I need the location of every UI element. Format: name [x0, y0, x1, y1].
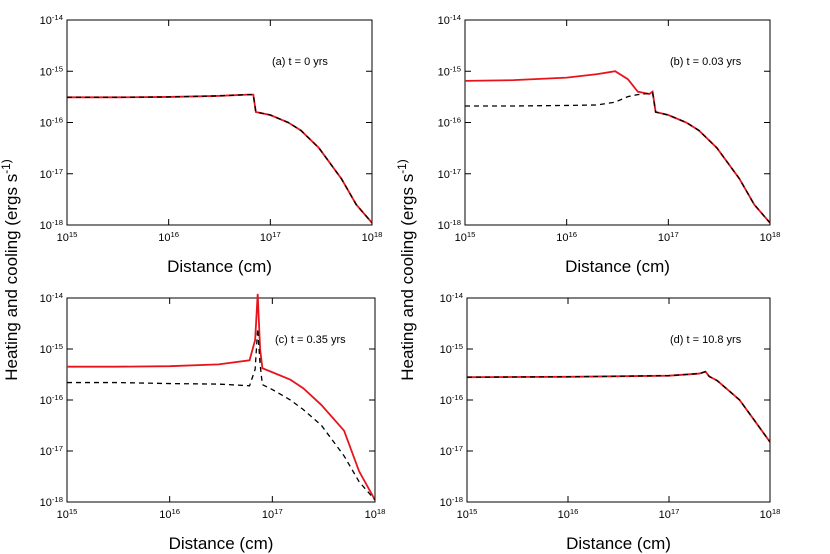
- y-tick-label: 10-15: [440, 342, 463, 357]
- x-tick-label: 1016: [556, 230, 577, 245]
- y-tick-label: 10-17: [40, 166, 63, 181]
- y-tick-label: 10-14: [438, 13, 462, 28]
- plot-frame: [66, 19, 373, 226]
- x-tick-label: 1015: [57, 230, 78, 245]
- data-line: [67, 328, 376, 501]
- data-line: [466, 370, 771, 443]
- data-line: [464, 70, 771, 224]
- y-tick-label: 10-16: [440, 393, 463, 408]
- y-tick-label: 10-17: [40, 444, 63, 459]
- y-tick-label: 10-18: [40, 495, 63, 510]
- y-tick-label: 10-17: [440, 444, 463, 459]
- x-tick-label: 1017: [658, 230, 679, 245]
- data-line: [466, 370, 771, 443]
- y-tick-label: 10-15: [438, 64, 461, 79]
- x-tick-label: 1016: [558, 507, 579, 522]
- x-tick-label: 1018: [362, 230, 383, 245]
- annotation: (d) t = 10.8 yrs: [670, 334, 742, 346]
- x-tick-label: 1018: [760, 230, 781, 245]
- data-line: [67, 293, 376, 501]
- y-tick-label: 10-14: [440, 291, 464, 306]
- plot-frame: [464, 19, 771, 226]
- annotation: (a) t = 0 yrs: [272, 56, 328, 68]
- y-tick-label: 10-16: [40, 393, 63, 408]
- plot-frame: [66, 297, 376, 503]
- y-tick-label: 10-17: [438, 166, 461, 181]
- y-tick-label: 10-15: [40, 64, 63, 79]
- y-axis-label: Heating and cooling (ergs s-1): [0, 159, 21, 381]
- y-tick-label: 10-16: [438, 115, 461, 130]
- x-tick-label: 1017: [262, 507, 283, 522]
- y-tick-label: 10-18: [40, 218, 63, 233]
- x-tick-label: 1018: [760, 507, 781, 522]
- x-tick-label: 1018: [365, 507, 386, 522]
- y-tick-label: 10-14: [40, 291, 64, 306]
- x-axis-label: Distance (cm): [566, 534, 671, 553]
- x-tick-label: 1017: [260, 230, 281, 245]
- panel: 1015 1016 1017 1018 10-18 10-17 10-16 10-15 10-1…: [440, 291, 781, 554]
- panel: 1015 1016 1017 1018 10-18 10-17 10-16 10-15 10-1…: [395, 13, 780, 381]
- x-tick-label: 1016: [159, 507, 180, 522]
- x-tick-label: 1015: [457, 507, 478, 522]
- y-tick-label: 10-15: [40, 342, 63, 357]
- plot-frame: [466, 297, 771, 503]
- y-tick-label: 10-18: [440, 495, 463, 510]
- annotation: (c) t = 0.35 yrs: [275, 334, 346, 346]
- x-axis-label: Distance (cm): [167, 257, 272, 276]
- y-tick-label: 10-18: [438, 218, 461, 233]
- x-axis-label: Distance (cm): [565, 257, 670, 276]
- y-tick-label: 10-14: [40, 13, 64, 28]
- panel: 1015 1016 1017 1018 10-18 10-17 10-16 10-15 10-1…: [0, 13, 382, 381]
- x-tick-label: 1017: [659, 507, 680, 522]
- data-line: [67, 93, 373, 224]
- y-tick-label: 10-16: [40, 115, 63, 130]
- data-line: [465, 92, 771, 224]
- x-tick-label: 1015: [57, 507, 78, 522]
- x-axis-label: Distance (cm): [169, 534, 274, 553]
- y-axis-label: Heating and cooling (ergs s-1): [395, 159, 417, 381]
- x-tick-label: 1016: [158, 230, 179, 245]
- x-tick-label: 1015: [455, 230, 476, 245]
- panel: 1015 1016 1017 1018 10-18 10-17 10-16 10-15 10-1…: [40, 291, 386, 554]
- annotation: (b) t = 0.03 yrs: [670, 56, 742, 68]
